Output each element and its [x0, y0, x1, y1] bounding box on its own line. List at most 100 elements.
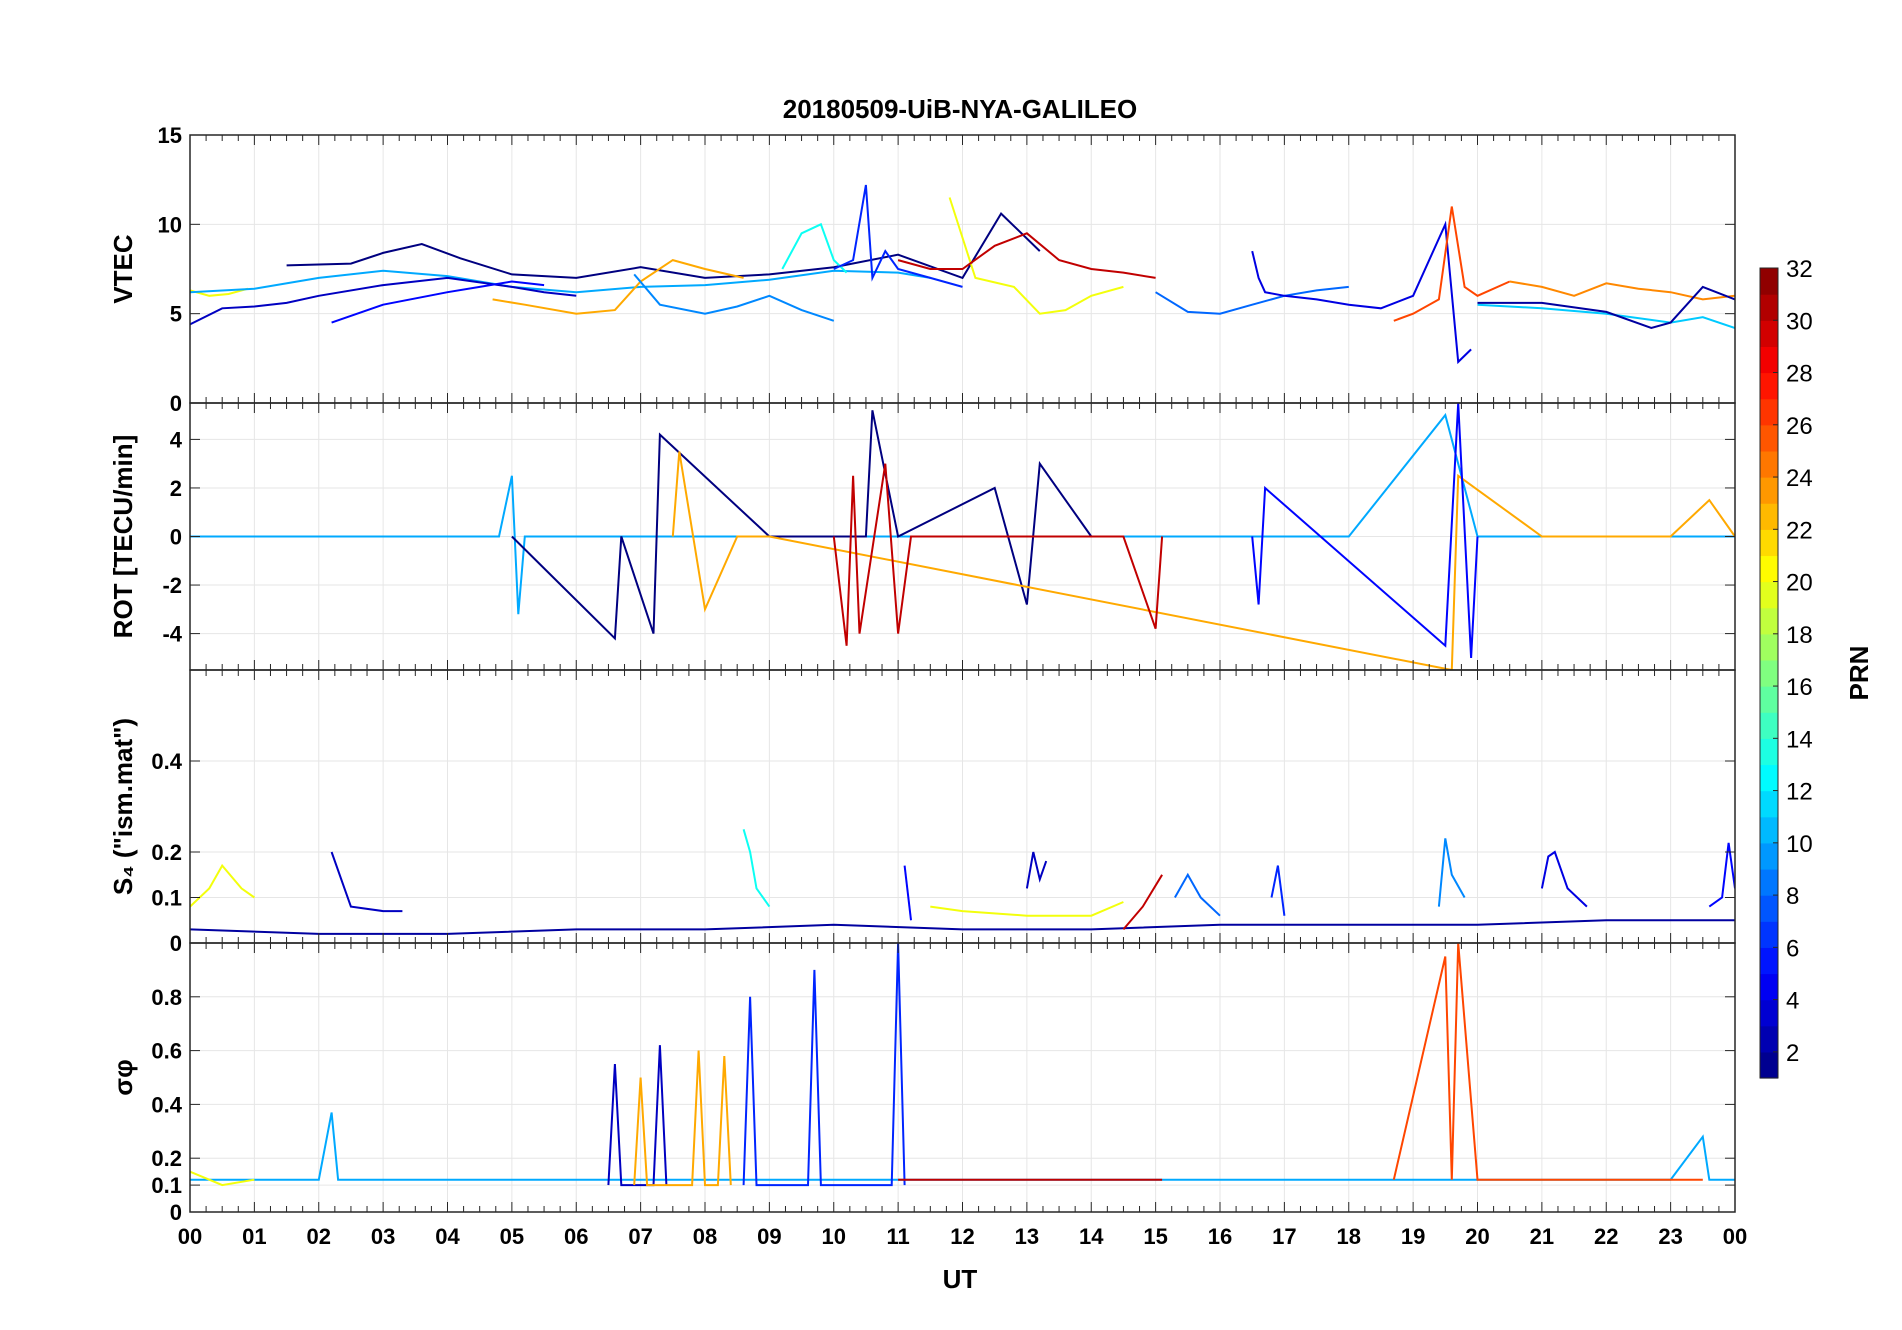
panel-sigma_phi: 00.10.2 0.4 0.6 0.8 σφ [108, 942, 1736, 1225]
x-tick-label: 01 [242, 1224, 266, 1249]
series-line-prn-10 [190, 269, 931, 294]
y-axis-label: S₄ ("ism.mat") [108, 718, 138, 895]
x-tick-label: 15 [1143, 1224, 1167, 1249]
colorbar-segment [1760, 921, 1778, 948]
colorbar-segment [1760, 398, 1778, 426]
series-line-prn-4 [1540, 850, 1588, 908]
x-tick-label: 12 [950, 1224, 974, 1249]
series-group [190, 943, 1735, 1187]
colorbar-segment [1760, 633, 1778, 661]
colorbar-segment [1760, 555, 1778, 583]
y-tick-label: 0 [170, 1200, 182, 1225]
y-tick-label: 0.6 [151, 1039, 182, 1064]
y-tick-label: 0 [170, 391, 182, 416]
colorbar-segment [1760, 895, 1778, 922]
x-tick-label: 08 [693, 1224, 717, 1249]
series-line-prn-3 [190, 276, 577, 326]
colorbar-segment [1760, 790, 1778, 818]
y-axis-label: σφ [108, 1059, 138, 1095]
colorbar-tick-label: 24 [1786, 465, 1813, 492]
series-line-prn-5 [331, 280, 545, 324]
y-tick-label: -4 [162, 622, 182, 647]
y-tick-label: -2 [162, 573, 182, 598]
x-tick-label: 23 [1658, 1224, 1682, 1249]
colorbar-segment [1760, 294, 1778, 321]
colorbar-tick-label: 14 [1786, 726, 1813, 753]
series-line-prn-1 [511, 410, 1093, 641]
series-line-prn-6 [833, 184, 963, 288]
series-line-prn-8 [1174, 872, 1221, 917]
colorbar-segment [1760, 320, 1778, 347]
colorbar-segment [1760, 816, 1778, 844]
colorbar-tick-label: 20 [1786, 570, 1813, 597]
colorbar-border [1759, 267, 1779, 1079]
chart-title: 20180509-UiB-NYA-GALILEO [783, 94, 1138, 124]
colorbar-segment [1760, 999, 1778, 1027]
x-tick-label: 00 [1723, 1224, 1747, 1249]
x-tick-label: 17 [1272, 1224, 1296, 1249]
y-tick-label: 0.1 [151, 886, 182, 911]
series-line-prn-10 [190, 1112, 1735, 1181]
panel-s4: 0 0.1 0.2 0.4 S₄ ("ism.mat") [108, 669, 1736, 956]
panel-rot: -4 -2 0 2 4 ROT [TECU/min] [108, 402, 1736, 671]
series-line-prn-23 [633, 1050, 732, 1187]
colorbar-segment [1760, 1025, 1778, 1053]
x-tick-label: 06 [564, 1224, 588, 1249]
series-line-prn-6 [742, 943, 906, 1187]
colorbar-segment [1760, 738, 1778, 766]
y-tick-label: 0 [170, 931, 182, 956]
colorbar-tick-label: 26 [1786, 413, 1813, 440]
colorbar-tick-label: 18 [1786, 622, 1813, 649]
y-tick-label: 0.4 [151, 749, 182, 774]
y-tick-label: 0.4 [151, 1092, 182, 1117]
series-line-prn-23 [671, 451, 1735, 670]
colorbar-tick-label: 30 [1786, 308, 1813, 335]
colorbar-segment [1760, 477, 1778, 504]
colorbar-segment [1760, 973, 1778, 1001]
series-group [190, 184, 1735, 365]
series-line-prn-26 [1393, 206, 1511, 322]
series-line-prn-20 [930, 901, 1124, 917]
series-line-prn-5 [903, 865, 912, 921]
y-tick-label: 4 [170, 427, 183, 452]
colorbar-tick-label: 16 [1786, 674, 1813, 701]
colorbar-tick-label: 4 [1786, 988, 1799, 1015]
series-line-prn-9 [1437, 838, 1466, 907]
series-line-prn-13 [742, 829, 771, 908]
y-tick-label: 15 [158, 123, 182, 148]
y-tick-label: 5 [170, 302, 182, 327]
y-tick-label: 0 [170, 525, 182, 550]
x-tick-label: 10 [822, 1224, 846, 1249]
colorbar-segment [1760, 581, 1778, 609]
colorbar-segment [1760, 764, 1778, 792]
colorbar-segment [1760, 346, 1778, 374]
series-line-prn-20 [190, 863, 255, 908]
x-tick-label: 09 [757, 1224, 781, 1249]
series-group [190, 403, 1735, 670]
x-tick-labels: 00 01 02 03 04 05 06 07 08 09 10 11 12 13 14 15 16 17 18 19… [178, 1224, 1747, 1249]
panel-vtec: 0 5 10 15 VTEC [108, 123, 1736, 416]
y-tick-label: 0.8 [151, 985, 182, 1010]
y-tick-label: 0.2 [151, 840, 182, 865]
series-line-prn-30 [832, 463, 1164, 646]
x-tick-label: 18 [1337, 1224, 1361, 1249]
x-tick-label: 21 [1530, 1224, 1554, 1249]
x-tick-label: 05 [500, 1224, 524, 1249]
colorbar-segment [1760, 503, 1778, 530]
colorbar-segment [1760, 842, 1778, 870]
x-tick-label: 02 [307, 1224, 331, 1249]
colorbar-segment [1760, 529, 1778, 557]
series-line-prn-11 [1477, 303, 1735, 329]
y-tick-label: 0.1 [151, 1173, 182, 1198]
colorbar-segment [1760, 450, 1778, 478]
x-tick-label: 07 [628, 1224, 652, 1249]
series-line-prn-20 [190, 1170, 255, 1187]
series-line-prn-3 [1025, 851, 1048, 889]
series-line-prn-5 [1708, 842, 1735, 908]
series-line-prn-30 [897, 232, 1156, 279]
colorbar-tick-label: 8 [1786, 883, 1799, 910]
series-line-prn-20 [190, 287, 249, 297]
series-line-prn-9 [633, 273, 835, 322]
colorbar-tick-label: 32 [1786, 256, 1813, 283]
